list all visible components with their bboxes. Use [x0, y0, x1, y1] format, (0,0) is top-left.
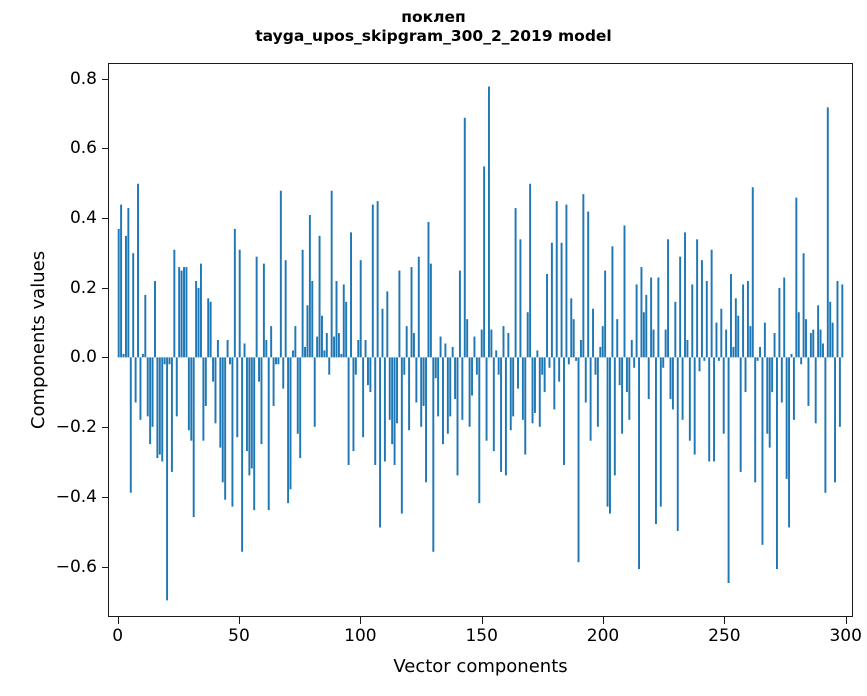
y-tick-label: −0.4 — [55, 486, 97, 507]
y-tick-label: 0.2 — [69, 277, 97, 298]
x-tick-mark — [117, 617, 119, 624]
y-tick-label: 0.6 — [69, 138, 97, 159]
chart-title: поклеп tayga_upos_skipgram_300_2_2019 mo… — [0, 8, 867, 46]
chart-title-word: поклеп — [401, 8, 466, 26]
x-tick-label: 100 — [344, 626, 377, 646]
y-tick-mark — [101, 496, 108, 498]
chart-title-model: tayga_upos_skipgram_300_2_2019 model — [255, 27, 612, 45]
x-tick-label: 0 — [112, 626, 124, 646]
y-tick-mark — [101, 287, 108, 289]
y-tick-label: 0.4 — [69, 208, 97, 229]
plot-area — [108, 63, 853, 617]
y-tick-label: 0.8 — [69, 68, 97, 89]
x-tick-label: 300 — [829, 626, 862, 646]
y-tick-mark — [101, 566, 108, 568]
x-tick-mark — [603, 617, 604, 624]
y-tick-label: 0.0 — [69, 347, 97, 368]
y-tick-mark — [101, 148, 108, 150]
y-tick-mark — [101, 78, 108, 80]
bar-series — [117, 86, 844, 601]
x-tick-mark — [724, 617, 726, 624]
y-axis-label: Components values — [28, 250, 49, 430]
y-tick-mark — [101, 427, 108, 429]
x-tick-label: 50 — [228, 626, 250, 646]
x-tick-label: 200 — [586, 626, 620, 646]
x-tick-mark — [239, 617, 240, 624]
x-axis-label: Vector components — [393, 656, 568, 677]
x-tick-label: 250 — [708, 626, 741, 646]
y-tick-mark — [101, 357, 108, 359]
x-tick-mark — [360, 617, 362, 624]
x-tick-label: 150 — [465, 626, 498, 646]
y-tick-mark — [101, 218, 108, 220]
x-tick-mark — [481, 617, 483, 624]
y-tick-label: −0.6 — [55, 556, 97, 577]
y-tick-label: −0.2 — [55, 417, 97, 438]
x-tick-mark — [845, 617, 847, 624]
